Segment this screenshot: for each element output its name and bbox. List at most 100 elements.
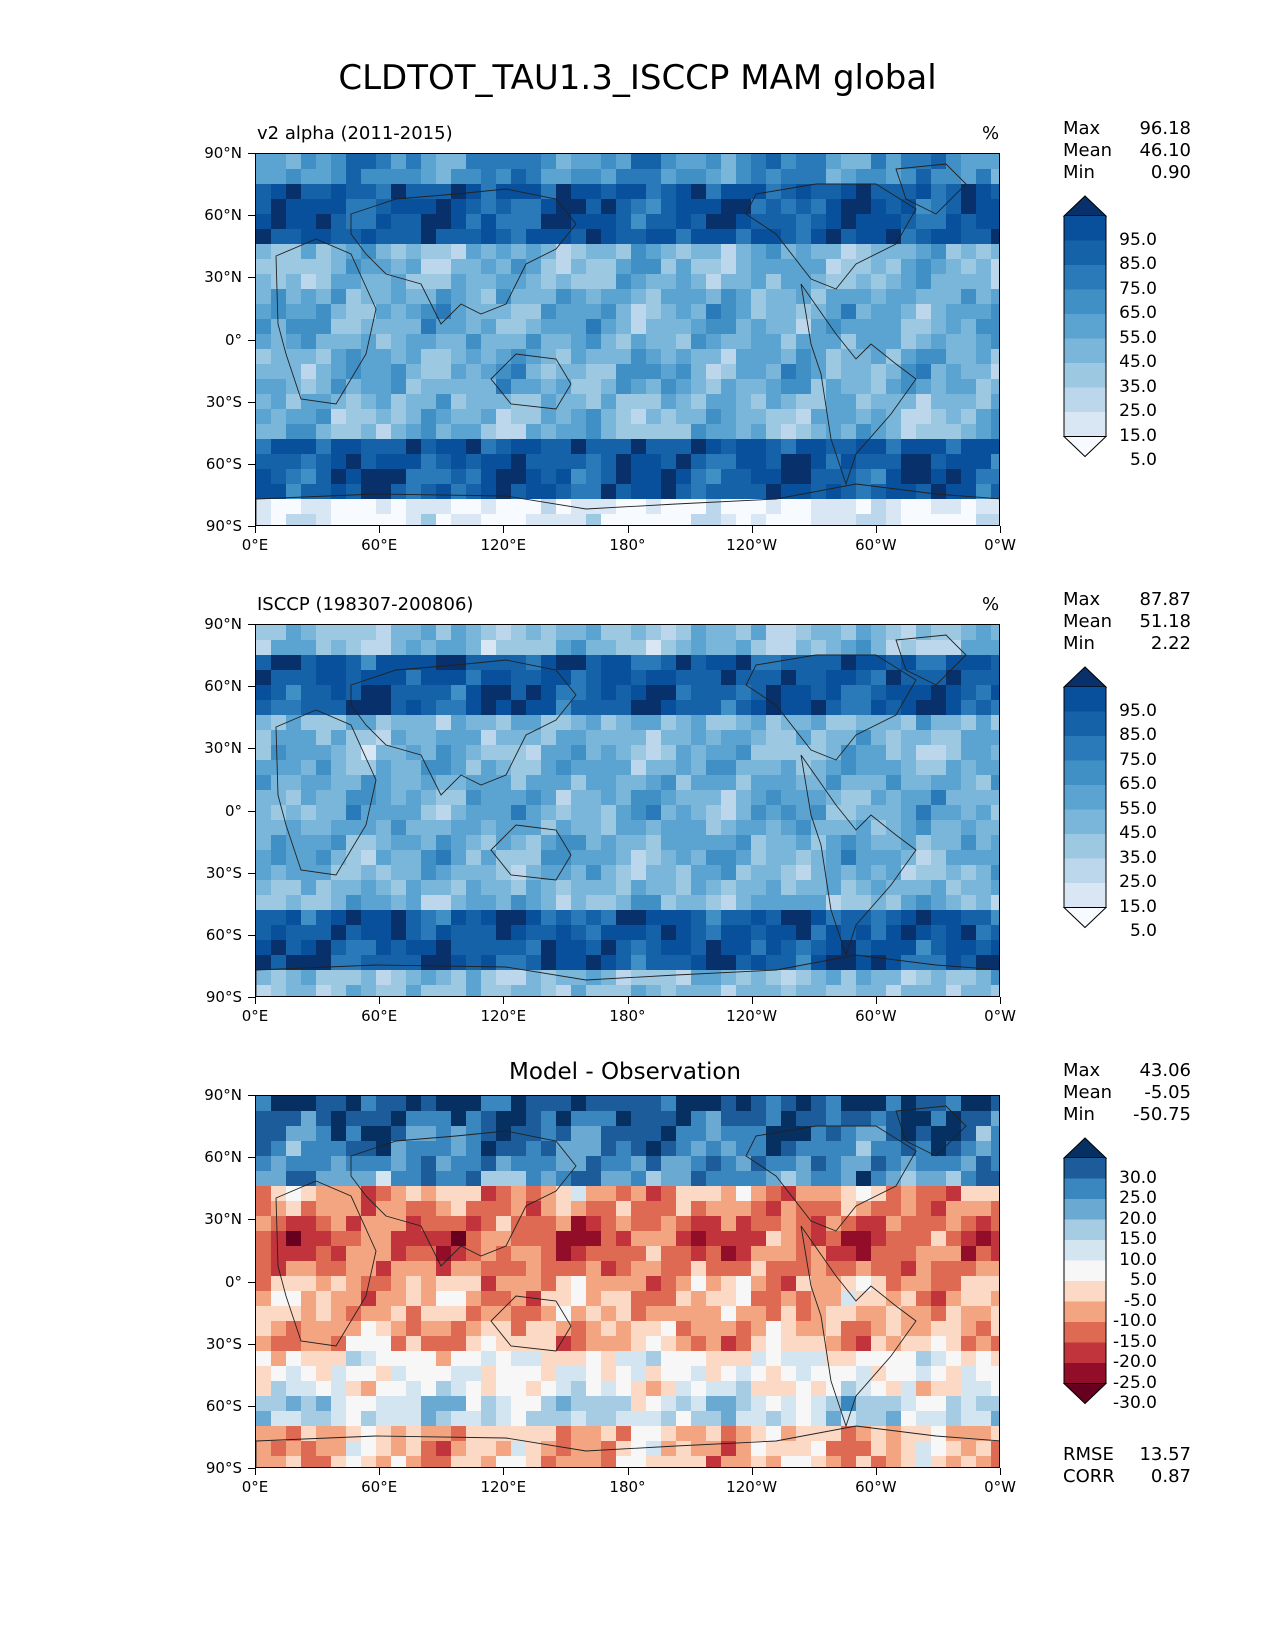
map-field-cell: [946, 229, 962, 245]
map-field-cell: [436, 985, 452, 996]
map-field-cell: [676, 484, 692, 500]
map-field-cell: [781, 1351, 797, 1367]
map-field-cell: [841, 760, 857, 776]
map-field-cell: [691, 334, 707, 350]
map-field-cell: [271, 1366, 287, 1382]
map-field-cell: [781, 1111, 797, 1127]
map-field-cell: [286, 1186, 302, 1202]
colorbar-segment: [1064, 1342, 1106, 1364]
map-field-cell: [991, 865, 999, 881]
map-field-cell: [931, 319, 947, 335]
map-field-cell: [421, 1441, 437, 1457]
map-field-cell: [391, 775, 407, 791]
map-field-cell: [526, 1201, 542, 1217]
map-field-cell: [556, 424, 572, 440]
map-field-cell: [256, 1336, 272, 1352]
map-field-cell: [976, 289, 992, 305]
lat-tick-mark: [248, 686, 255, 688]
map-field-cell: [301, 394, 317, 410]
map-field-cell: [721, 214, 737, 230]
map-field-cell: [271, 985, 287, 996]
map-field-cell: [556, 655, 572, 671]
map-field-cell: [526, 199, 542, 215]
map-field-cell: [316, 439, 332, 455]
map-field-cell: [451, 1201, 467, 1217]
map-field-cell: [691, 1201, 707, 1217]
map-field-cell: [676, 1261, 692, 1277]
map-field-cell: [721, 1396, 737, 1412]
colorbar-label: -30.0: [1113, 1393, 1157, 1413]
map-field-cell: [346, 154, 362, 170]
map-field-cell: [991, 1396, 999, 1412]
map-field-cell: [421, 409, 437, 425]
map-field-cell: [826, 409, 842, 425]
map-field-cell: [631, 760, 647, 776]
map-field-cell: [691, 409, 707, 425]
map-field-cell: [886, 940, 902, 956]
map-field-cell: [331, 730, 347, 746]
map-field-cell: [736, 349, 752, 365]
map-field-cell: [661, 364, 677, 380]
map-field-cell: [586, 214, 602, 230]
map-field-cell: [916, 1246, 932, 1262]
map-field-cell: [856, 379, 872, 395]
map-field-cell: [991, 169, 999, 185]
map-field-cell: [346, 334, 362, 350]
map-field-cell: [586, 514, 602, 525]
map-field-cell: [766, 1456, 782, 1467]
map-field-cell: [436, 379, 452, 395]
colorbar-label: 75.0: [1119, 278, 1157, 299]
map-field-cell: [766, 1171, 782, 1187]
map-field-cell: [916, 1396, 932, 1412]
map-field-cell: [751, 670, 767, 686]
map-field-cell: [526, 454, 542, 470]
map-field-cell: [286, 1111, 302, 1127]
map-field-cell: [766, 1276, 782, 1292]
map-field-cell: [511, 484, 527, 500]
map-field-cell: [421, 499, 437, 515]
map-field-cell: [286, 910, 302, 926]
map-field-cell: [571, 1396, 587, 1412]
map-field-cell: [886, 364, 902, 380]
map-field-cell: [586, 319, 602, 335]
map-field-cell: [736, 865, 752, 881]
map-field-cell: [271, 940, 287, 956]
map-field-cell: [916, 259, 932, 275]
map-field-cell: [706, 1441, 722, 1457]
map-field-cell: [286, 655, 302, 671]
map-field-cell: [871, 820, 887, 836]
map-field-cell: [916, 925, 932, 941]
map-field-cell: [916, 514, 932, 525]
map-field-cell: [781, 910, 797, 926]
map-field-cell: [301, 640, 317, 656]
map-field-cell: [916, 835, 932, 851]
map-field-cell: [376, 214, 392, 230]
map-field-cell: [586, 499, 602, 515]
map-field-cell: [826, 925, 842, 941]
map-field-cell: [391, 244, 407, 260]
map-field-cell: [901, 1111, 917, 1127]
map-field-cell: [541, 985, 557, 996]
map-field-cell: [511, 910, 527, 926]
map-field-cell: [646, 349, 662, 365]
map-field-cell: [586, 1396, 602, 1412]
map-field-cell: [316, 304, 332, 320]
map-field-cell: [466, 1321, 482, 1337]
map-field-cell: [841, 1336, 857, 1352]
map-field-cell: [961, 940, 977, 956]
map-field-cell: [556, 790, 572, 806]
map-field-cell: [421, 1381, 437, 1397]
map-field-cell: [751, 1396, 767, 1412]
map-field-cell: [916, 439, 932, 455]
map-field-cell: [826, 1351, 842, 1367]
map-field-cell: [961, 289, 977, 305]
map-field-cell: [991, 850, 999, 866]
map-field-cell: [346, 745, 362, 761]
colorbar-label: -25.0: [1113, 1372, 1157, 1393]
map-field-cell: [961, 775, 977, 791]
map-field-cell: [541, 1201, 557, 1217]
map-field-cell: [676, 655, 692, 671]
map-field-cell: [931, 469, 947, 485]
map-field-cell: [691, 1411, 707, 1427]
map-field-cell: [496, 484, 512, 500]
